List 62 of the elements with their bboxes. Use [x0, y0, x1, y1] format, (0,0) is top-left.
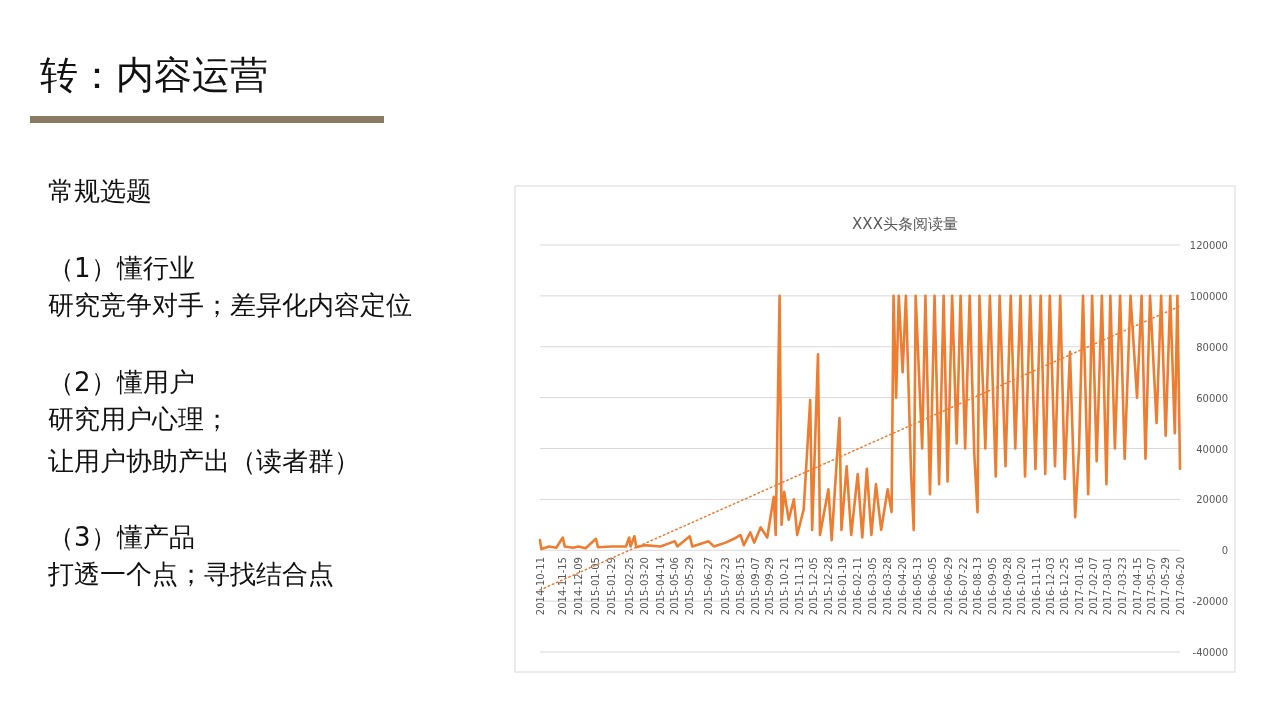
x-tick-label: 2017-06-20: [1174, 557, 1186, 616]
x-tick-label: 2015-10-21: [778, 557, 790, 616]
y-tick-label: 0: [1221, 545, 1228, 557]
text: （1）懂行业: [48, 253, 195, 283]
x-tick-label: 2015-12-28: [822, 557, 834, 616]
x-tick-label: 2015-01-05: [590, 557, 602, 616]
x-tick-label: 2017-03-23: [1116, 557, 1128, 616]
x-tick-label: 2016-12-03: [1044, 557, 1056, 616]
x-tick-label: 2016-02-11: [852, 557, 864, 616]
x-tick-label: 2015-09-29: [764, 557, 776, 616]
x-tick-label: 2015-03-20: [638, 557, 650, 616]
x-tick-label: 2015-05-06: [669, 557, 681, 616]
x-tick-label: 2014-10-11: [534, 557, 546, 616]
x-tick-label: 2015-06-27: [703, 557, 715, 616]
x-tick-label: 2016-01-19: [837, 557, 849, 616]
x-tick-label: 2016-08-13: [972, 557, 984, 616]
chart-title: XXX头条阅读量: [852, 215, 958, 233]
x-tick-label: 2017-05-29: [1160, 557, 1172, 616]
y-tick-label: 100000: [1189, 290, 1228, 302]
x-tick-label: 2015-07-23: [720, 557, 732, 616]
x-tick-label: 2016-12-25: [1059, 557, 1071, 616]
x-tick-label: 2016-03-05: [867, 557, 879, 616]
text: 研究用户心理；: [48, 404, 230, 434]
x-tick-label: 2016-10-20: [1016, 557, 1028, 616]
text: 打透一个点；寻找结合点: [47, 559, 334, 589]
y-tick-label: 120000: [1189, 240, 1228, 251]
y-tick-label: 20000: [1196, 494, 1228, 506]
x-tick-label: 2017-01-16: [1073, 557, 1085, 616]
x-tick-label: 2016-06-29: [942, 557, 954, 616]
x-tick-label: 2016-04-20: [897, 557, 909, 616]
y-tick-label: 60000: [1196, 392, 1228, 404]
x-tick-label: 2016-09-28: [1001, 557, 1013, 616]
x-tick-label: 2015-11-13: [793, 557, 805, 616]
x-tick-label: 2014-11-15: [557, 557, 569, 616]
x-tick-label: 2016-09-05: [986, 557, 998, 616]
x-tick-label: 2015-02-25: [623, 557, 635, 616]
x-tick-label: 2017-04-15: [1131, 557, 1143, 616]
x-tick-label: 2015-08-15: [735, 557, 747, 616]
text: （2）懂用户: [48, 367, 195, 397]
x-tick-label: 2015-12-05: [807, 557, 819, 616]
text: 转：内容运营: [40, 53, 268, 97]
text: 研究竞争对手；差异化内容定位: [48, 290, 412, 320]
x-tick-label: 2015-04-14: [654, 557, 666, 616]
x-tick-label: 2016-11-11: [1030, 557, 1042, 616]
y-tick-label: -40000: [1192, 647, 1228, 658]
text: （3）懂产品: [48, 522, 195, 552]
x-tick-label: 2015-05-29: [684, 557, 696, 616]
y-tick-label: 80000: [1196, 341, 1228, 353]
text: 让用户协助产出（读者群）: [48, 446, 360, 476]
x-tick-label: 2017-03-01: [1102, 557, 1114, 616]
x-tick-label: 2015-09-07: [750, 557, 761, 616]
x-tick-label: 2016-06-05: [927, 557, 939, 616]
x-tick-label: 2014-12-09: [572, 557, 584, 616]
x-tick-label: 2016-07-22: [957, 557, 969, 616]
text: 常规选题: [48, 176, 152, 206]
x-tick-label: 2017-05-07: [1145, 557, 1157, 616]
x-tick-label: 2015-01-29: [606, 557, 618, 616]
y-tick-label: 40000: [1196, 443, 1228, 455]
x-tick-label: 2017-02-07: [1087, 557, 1099, 616]
x-tick-label: 2016-05-13: [912, 557, 924, 616]
y-tick-label: -20000: [1192, 596, 1228, 608]
x-tick-label: 2016-03-28: [882, 557, 894, 616]
